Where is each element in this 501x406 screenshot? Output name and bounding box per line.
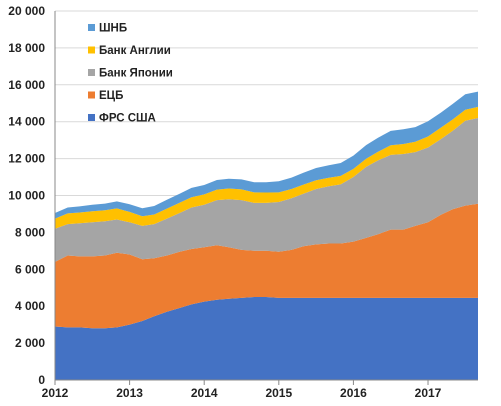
y-tick-label: 18 000: [8, 41, 45, 55]
area-series-2: [55, 203, 478, 329]
legend-swatch: [88, 91, 95, 99]
area-series-group: [55, 91, 478, 380]
x-tick-label: 2016: [340, 386, 367, 400]
x-tick-label: 2015: [265, 386, 292, 400]
legend-swatch: [88, 114, 95, 121]
y-tick-label: 12 000: [8, 152, 45, 166]
legend-label: ФРС США: [99, 113, 156, 125]
area-series-4: [55, 106, 478, 229]
x-tick-label: 2012: [42, 386, 69, 400]
x-axis-ticks: 2012 2013 2014 2015 2016 2017: [42, 380, 442, 400]
y-tick-label: 0: [38, 373, 45, 387]
area-series-1: [55, 297, 478, 380]
y-axis-ticks: 0 2 000 4 000 6 000 8 000 10 000 12 000 14 000 1…: [8, 4, 45, 387]
y-tick-label: 10 000: [8, 189, 45, 203]
x-tick-label: 2014: [191, 386, 218, 400]
legend-label: ШНБ: [99, 23, 127, 35]
legend-label: ЕЦБ: [99, 90, 123, 102]
legend-swatch: [88, 69, 95, 76]
y-tick-label: 2 000: [15, 336, 45, 350]
legend: ШНБ Банк Англии Банк Японии ЕЦБ ФРС США: [88, 23, 173, 125]
y-tick-label: 20 000: [8, 4, 45, 18]
x-tick-label: 2013: [116, 386, 143, 400]
axes: [54, 11, 478, 381]
area-series-3: [55, 118, 478, 262]
legend-swatch: [88, 24, 95, 31]
y-tick-label: 16 000: [8, 78, 45, 92]
area-series-5: [55, 91, 478, 219]
legend-label: Банк Японии: [99, 68, 173, 80]
y-tick-label: 14 000: [8, 115, 45, 129]
y-tick-label: 4 000: [15, 299, 45, 313]
y-tick-label: 8 000: [15, 225, 45, 239]
legend-swatch: [88, 46, 95, 54]
legend-label: Банк Англии: [99, 45, 171, 57]
x-tick-label: 2017: [415, 386, 442, 400]
y-tick-label: 6 000: [15, 262, 45, 276]
